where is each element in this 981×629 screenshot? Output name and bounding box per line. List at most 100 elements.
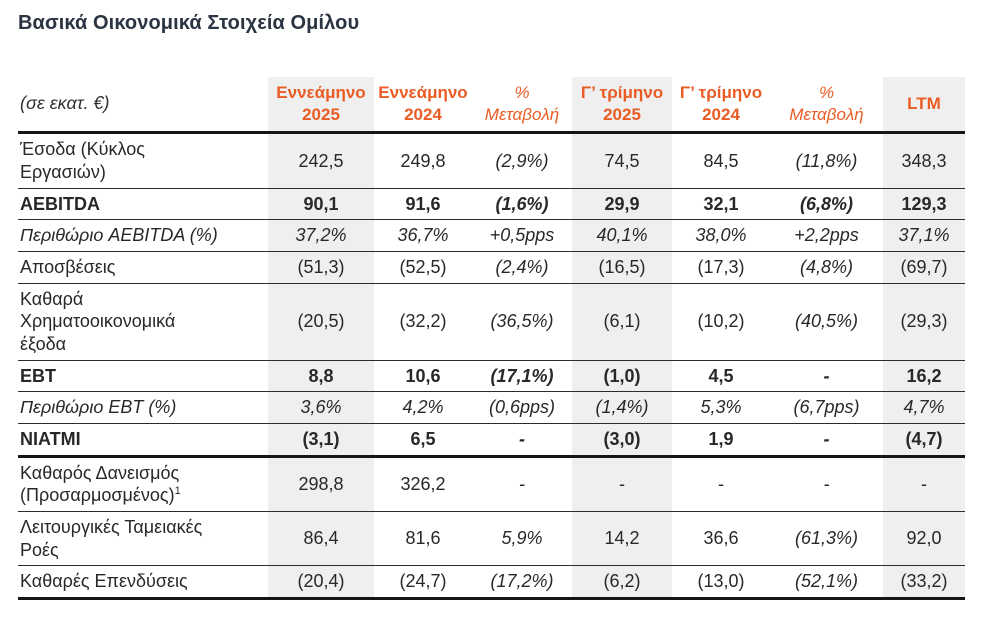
column-header-line2: 2025 <box>603 105 641 125</box>
value-cell: (40,5%) <box>794 311 859 332</box>
row-label: EBT <box>20 365 56 386</box>
value-cell: 4,2% <box>402 397 444 418</box>
value-cell: (2,9%) <box>495 150 549 171</box>
column-header-3: % Μεταβολή <box>472 77 572 133</box>
value-cell: 8,8 <box>268 360 374 392</box>
value-cell: (2,4%) <box>495 256 549 277</box>
row-label: NIATMI <box>20 428 81 449</box>
table-row: Αποσβέσεις (51,3) (52,5) (2,4%) (16,5) (17,3)… <box>18 251 965 284</box>
value-cell: +2,2pps <box>794 225 859 246</box>
column-header-line2: 2024 <box>702 105 740 125</box>
value-cell: 84,5 <box>703 150 739 171</box>
column-header-line1: Γ’ τρίμηνο <box>679 83 763 102</box>
value-cell: (6,2) <box>572 565 672 599</box>
value-cell: (0,6pps) <box>488 397 556 418</box>
value-cell: (6,7pps) <box>793 397 860 418</box>
table-row: NIATMI (3,1) 6,5 - (3,0) 1,9 - (4,7) <box>18 423 965 457</box>
table-row: Καθαρός Δανεισμός (Προσαρμοσμένος)1 298,8… <box>18 456 965 512</box>
value-cell: (3,1) <box>268 423 374 457</box>
value-cell: (11,8%) <box>795 150 858 171</box>
value-cell: (20,5) <box>268 283 374 361</box>
value-cell: (13,0) <box>697 571 745 592</box>
row-label: Καθαρά Χρηματοοικονομικά έξοδα <box>20 288 176 354</box>
value-cell: +0,5pps <box>489 225 555 246</box>
value-cell: 348,3 <box>883 132 965 189</box>
value-cell: 5,9% <box>501 528 543 549</box>
value-cell: 32,1 <box>703 193 739 214</box>
table-row: Περιθώριο EBT (%) 3,6% 4,2% (0,6pps) (1,4%) 5… <box>18 391 965 424</box>
value-cell: 242,5 <box>268 132 374 189</box>
value-cell: 10,6 <box>405 365 441 386</box>
value-cell: 90,1 <box>268 188 374 220</box>
value-cell: 81,6 <box>405 528 441 549</box>
column-header-line1: LTM <box>907 94 941 114</box>
value-cell: (6,1) <box>572 283 672 361</box>
row-label: Καθαρές Επενδύσεις <box>20 571 188 592</box>
value-cell: (10,2) <box>697 311 745 332</box>
value-cell: (4,7) <box>883 423 965 457</box>
value-cell: 37,1% <box>883 219 965 252</box>
value-cell: (52,1%) <box>794 571 859 592</box>
value-cell: (36,5%) <box>490 311 554 332</box>
column-header-line1: Εννεάμηνο <box>276 83 366 102</box>
table-row: AEBITDA 90,1 91,6 (1,6%) 29,9 32,1 (6,8%) 129,3 <box>18 188 965 220</box>
table-row: Καθαρές Επενδύσεις (20,4) (24,7) (17,2%) (6,… <box>18 565 965 599</box>
value-cell: 40,1% <box>572 219 672 252</box>
value-cell: 74,5 <box>572 132 672 189</box>
value-cell: (33,2) <box>883 565 965 599</box>
value-cell: - <box>823 365 830 386</box>
table-row: Λειτουργικές Ταμειακές Ροές 86,4 81,6 5,9% 1… <box>18 511 965 566</box>
value-cell: - <box>718 473 724 494</box>
value-cell: 4,5 <box>708 365 734 386</box>
value-cell: - <box>823 428 830 449</box>
value-cell: 91,6 <box>405 193 441 214</box>
value-cell: 36,7% <box>397 225 449 246</box>
value-cell: 29,9 <box>572 188 672 220</box>
column-header-1: Εννεάμηνο 2025 <box>268 77 374 133</box>
column-header-line2: 2025 <box>302 105 340 125</box>
value-cell: (16,5) <box>572 251 672 284</box>
value-cell: (52,5) <box>399 256 447 277</box>
value-cell: 86,4 <box>268 511 374 566</box>
value-cell: (61,3%) <box>794 528 859 549</box>
footnote-marker: 1 <box>174 485 181 498</box>
value-cell: (32,2) <box>399 311 447 332</box>
value-cell: 14,2 <box>572 511 672 566</box>
unit-label: (σε εκατ. €) <box>20 93 110 114</box>
column-header-line2: Μεταβολή <box>484 105 560 125</box>
value-cell: (24,7) <box>399 571 447 592</box>
value-cell: 92,0 <box>883 511 965 566</box>
value-cell: 1,9 <box>708 428 734 449</box>
value-cell: 6,5 <box>410 428 436 449</box>
column-header-4: Γ’ τρίμηνο 2025 <box>572 77 672 133</box>
value-cell: (1,4%) <box>572 391 672 424</box>
page: Βασικά Οικονομικά Στοιχεία Ομίλου (σε εκ… <box>18 12 965 600</box>
value-cell: (17,2%) <box>490 571 554 592</box>
value-cell: 38,0% <box>695 225 747 246</box>
value-cell: 4,7% <box>883 391 965 424</box>
value-cell: 5,3% <box>700 397 742 418</box>
value-cell: 298,8 <box>268 456 374 512</box>
row-label: Περιθώριο AEBITDA (%) <box>20 225 218 246</box>
value-cell: (69,7) <box>883 251 965 284</box>
financial-highlights-table: (σε εκατ. €) Εννεάμηνο 2025 Εννεάμηνο 2024%… <box>18 77 965 600</box>
value-cell: - <box>883 456 965 512</box>
value-cell: (29,3) <box>883 283 965 361</box>
value-cell: - <box>572 456 672 512</box>
table-body: Έσοδα (Κύκλος Εργασιών) 242,5 249,8 (2,9%) 7… <box>18 132 965 599</box>
page-title: Βασικά Οικονομικά Στοιχεία Ομίλου <box>18 12 360 34</box>
row-label: Έσοδα (Κύκλος Εργασιών) <box>20 139 145 182</box>
table-row: EBT 8,8 10,6 (17,1%) (1,0) 4,5 - 16,2 <box>18 360 965 392</box>
column-header-line2: 2024 <box>404 105 442 125</box>
value-cell: 36,6 <box>703 528 739 549</box>
value-cell: (20,4) <box>268 565 374 599</box>
column-header-line1: Γ’ τρίμηνο <box>580 83 664 102</box>
row-label: Αποσβέσεις <box>20 256 116 277</box>
table-header: (σε εκατ. €) Εννεάμηνο 2025 Εννεάμηνο 2024%… <box>18 77 965 133</box>
value-cell: 326,2 <box>400 473 446 494</box>
value-cell: (6,8%) <box>799 193 853 214</box>
value-cell: (1,0) <box>572 360 672 392</box>
row-label: AEBITDA <box>20 193 100 214</box>
column-header-2: Εννεάμηνο 2024 <box>374 77 472 133</box>
value-cell: (17,3) <box>697 256 745 277</box>
